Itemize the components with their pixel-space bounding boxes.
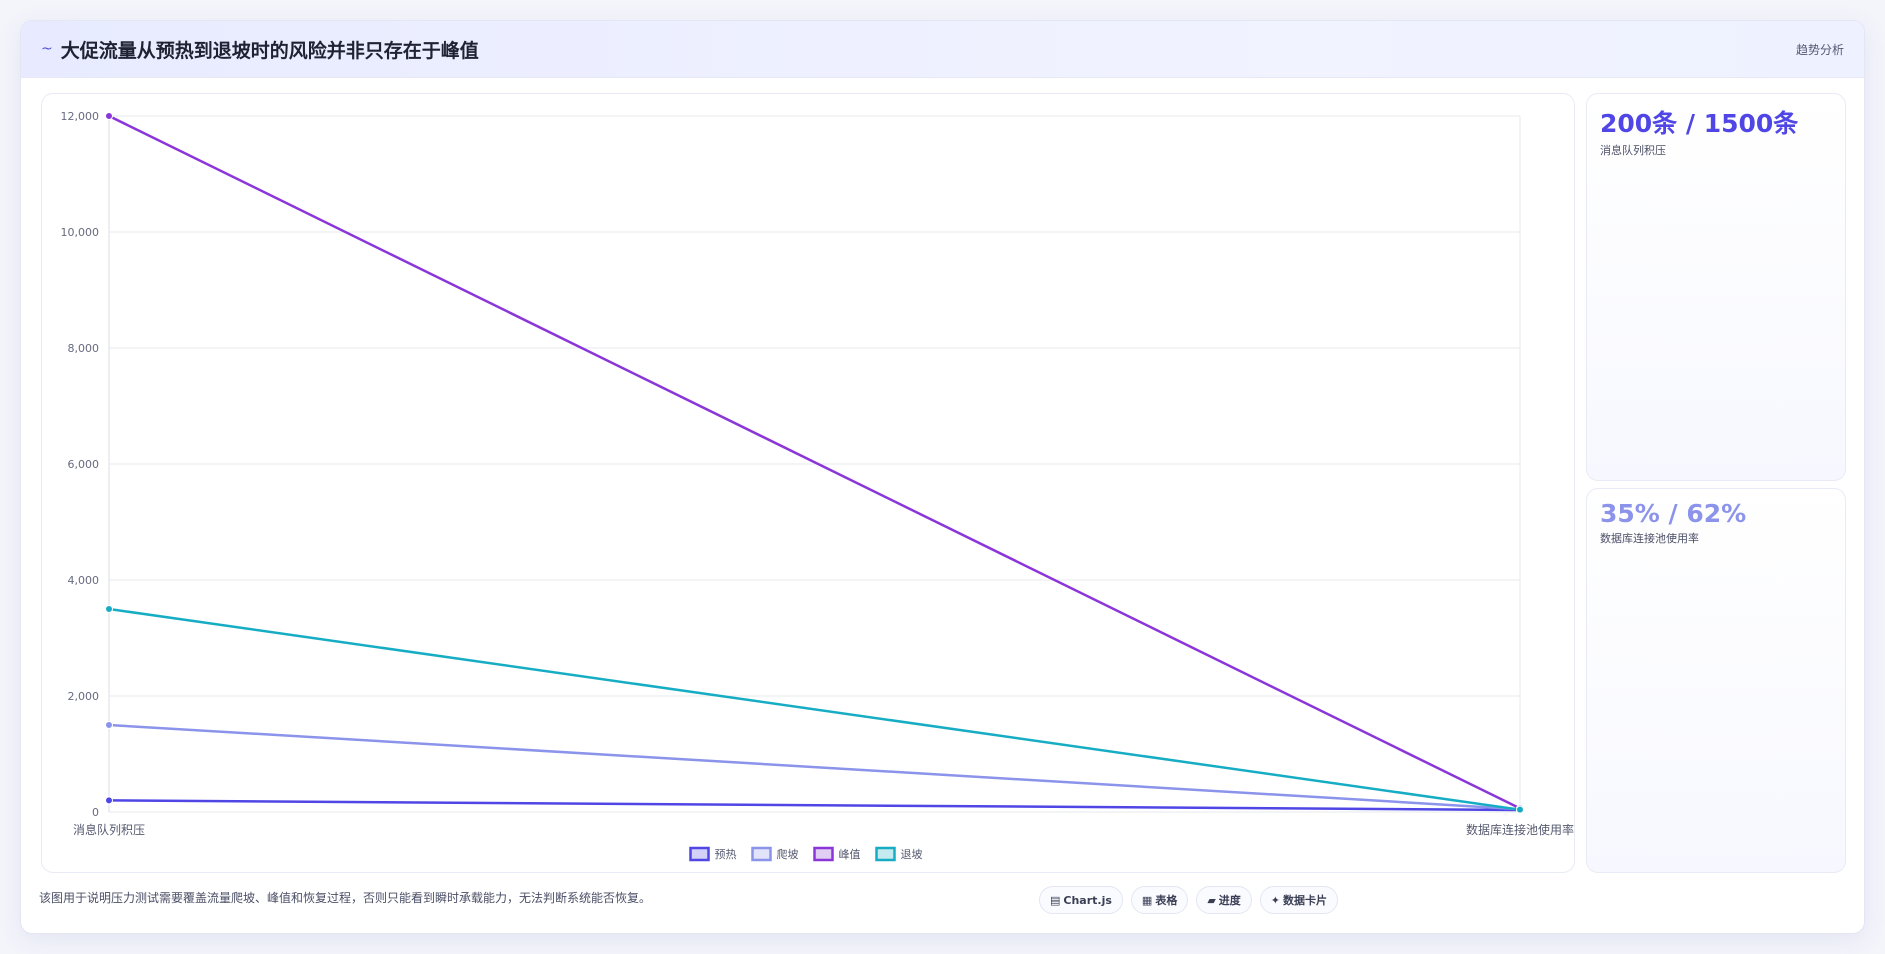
footer-note: 该图用于说明压力测试需要覆盖流量爬坡、峰值和恢复过程，否则只能看到瞬时承载能力，…: [39, 891, 652, 905]
stat-card-db-pool: 35% / 62% 数据库连接池使用率: [1586, 488, 1846, 873]
chart-card: ~ 大促流量从预热到退坡时的风险并非只存在于峰值 趋势分析 0 2,000 4,00…: [20, 20, 1865, 934]
card-header: ~ 大促流量从预热到退坡时的风险并非只存在于峰值 趋势分析: [21, 21, 1864, 78]
series-line: [108, 723, 1521, 811]
legend-label: 预热: [715, 848, 737, 861]
data-point: [105, 796, 113, 805]
chart-panel: 0 2,000 4,000 6,000 8,000 10,000 12,000 消息队列积压 数…: [41, 93, 1575, 873]
y-tick-label: 10,000: [61, 226, 100, 239]
view-chips: ▤ Chart.js ▦ 表格 ▰ 进度 ✦ 数据卡片: [1039, 886, 1339, 914]
progress-icon: ▰: [1207, 893, 1216, 907]
data-point: [1516, 805, 1524, 814]
stat-card-queue: 200条 / 1500条 消息队列积压: [1586, 93, 1846, 481]
series-line: [108, 799, 1521, 812]
chip-progress[interactable]: ▰ 进度: [1196, 886, 1252, 914]
header-tag: 趋势分析: [1795, 42, 1844, 57]
legend-swatch: [875, 846, 896, 862]
y-tick-label: 4,000: [68, 574, 100, 587]
chip-label: 进度: [1218, 894, 1241, 907]
x-tick-label: 数据库连接池使用率: [1466, 822, 1574, 837]
line-chart: 0 2,000 4,000 6,000 8,000 10,000 12,000 消息队列积压 数…: [61, 110, 1574, 862]
legend-label: 峰值: [839, 848, 861, 861]
y-tick-label: 2,000: [68, 690, 100, 703]
chip-label: 数据卡片: [1283, 894, 1328, 907]
y-tick-label: 6,000: [68, 458, 100, 471]
chip-label: 表格: [1155, 894, 1178, 907]
series-line: [108, 114, 1521, 810]
series-line: [108, 607, 1521, 811]
title-wrap: ~ 大促流量从预热到退坡时的风险并非只存在于峰值: [41, 36, 479, 63]
chart-title: 大促流量从预热到退坡时的风险并非只存在于峰值: [60, 39, 479, 62]
data-point: [105, 605, 113, 613]
legend-swatch: [689, 846, 710, 862]
chip-label: Chart.js: [1063, 893, 1112, 907]
data-point: [105, 721, 113, 729]
chip-data-cards[interactable]: ✦ 数据卡片: [1259, 886, 1339, 914]
chip-chartjs[interactable]: ▤ Chart.js: [1039, 886, 1123, 914]
stat-label: 消息队列积压: [1600, 144, 1666, 157]
stat-value: 35% / 62%: [1600, 499, 1747, 528]
trend-icon: ~: [41, 41, 53, 57]
legend-label: 爬坡: [777, 848, 799, 861]
stat-value: 200条 / 1500条: [1600, 109, 1799, 138]
chip-table[interactable]: ▦ 表格: [1130, 886, 1189, 914]
legend-label: 退坡: [901, 848, 923, 861]
y-tick-label: 0: [92, 806, 99, 819]
y-tick-label: 8,000: [68, 342, 100, 355]
legend-swatch: [751, 846, 772, 862]
table-icon: ▦: [1141, 893, 1153, 907]
sparkle-icon: ✦: [1270, 893, 1281, 907]
data-point: [105, 112, 113, 120]
x-tick-label: 消息队列积压: [73, 822, 145, 837]
chart-icon: ▤: [1050, 893, 1061, 907]
legend-swatch: [813, 846, 834, 862]
y-tick-label: 12,000: [61, 110, 100, 123]
stat-label: 数据库连接池使用率: [1600, 532, 1699, 545]
